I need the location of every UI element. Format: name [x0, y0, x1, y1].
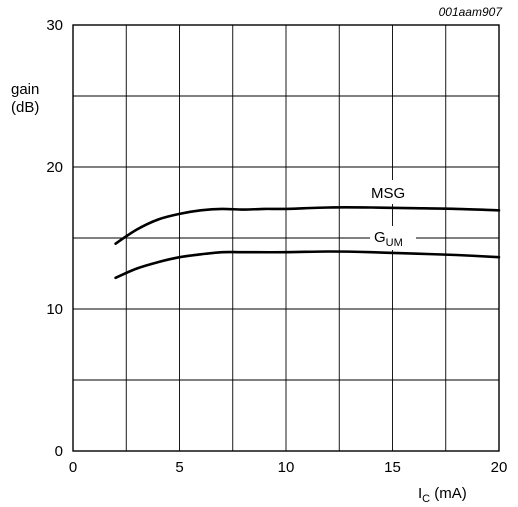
x-axis-label: IC (mA): [418, 485, 467, 505]
x-tick-label: 10: [278, 459, 295, 476]
tick-labels: 0 5 10 15 20 0 10 20 30: [46, 17, 507, 476]
x-tick-label: 0: [69, 459, 77, 476]
gum-curve: [114, 250, 501, 280]
msg-curve: [114, 206, 501, 245]
y-axis-label-line1: gain: [11, 81, 39, 98]
x-axis-label-unit: (mA): [430, 485, 467, 502]
x-axis-label-main: I: [418, 485, 422, 502]
x-tick-label: 20: [491, 459, 508, 476]
y-axis-label-line2: (dB): [11, 99, 39, 116]
msg-label-bg: [366, 180, 420, 204]
y-tick-label: 0: [55, 443, 63, 460]
y-tick-label: 20: [46, 159, 63, 176]
gum-curve-label: GUM: [374, 229, 403, 249]
gum-label-bg: [370, 226, 416, 250]
gum-label-sub: UM: [386, 237, 403, 249]
x-tick-label: 5: [175, 459, 183, 476]
msg-curve-label: MSG: [371, 185, 405, 202]
gum-label-main: G: [374, 229, 386, 246]
grid: [73, 25, 499, 451]
figure-ref: 001aam907: [439, 5, 504, 19]
y-tick-label: 30: [46, 17, 63, 34]
x-tick-label: 15: [384, 459, 401, 476]
curves: [114, 206, 501, 280]
x-axis-label-sub: C: [422, 493, 430, 505]
plot-frame: [72, 24, 500, 452]
y-tick-label: 10: [46, 301, 63, 318]
